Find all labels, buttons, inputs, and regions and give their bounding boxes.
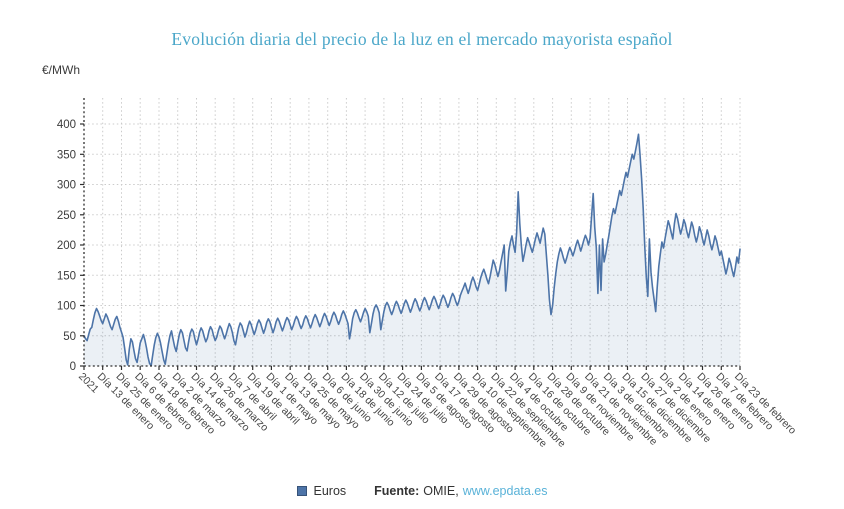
legend-label: Euros [313,484,347,498]
chart-title: Evolución diaria del precio de la luz en… [171,29,673,49]
legend-item-euros: Euros [296,484,347,498]
source-attribution: Fuente: OMIE, www.epdata.es [374,484,547,498]
epdata-link[interactable]: www.epdata.es [462,484,548,498]
y-axis-unit-label: €/MWh [42,63,81,77]
series-line-euros [83,133,741,367]
y-tick-label: 200 [57,240,76,252]
y-tick-label: 350 [57,149,76,161]
x-tick-label: 2021 [76,370,101,395]
y-tick-label: 300 [57,180,76,192]
chart-footer: Euros Fuente: OMIE, www.epdata.es [0,484,844,498]
legend-swatch-euros [296,486,307,496]
source-label: Fuente: [374,484,420,498]
y-tick-label: 100 [57,301,76,313]
y-tick-label: 250 [57,210,76,222]
y-tick-label: 400 [57,119,76,131]
source-name: OMIE, [423,484,459,498]
y-tick-label: 50 [63,331,76,343]
y-tick-label: 150 [57,270,76,282]
y-tick-label: 0 [70,361,76,373]
series-area-fill [84,134,740,366]
